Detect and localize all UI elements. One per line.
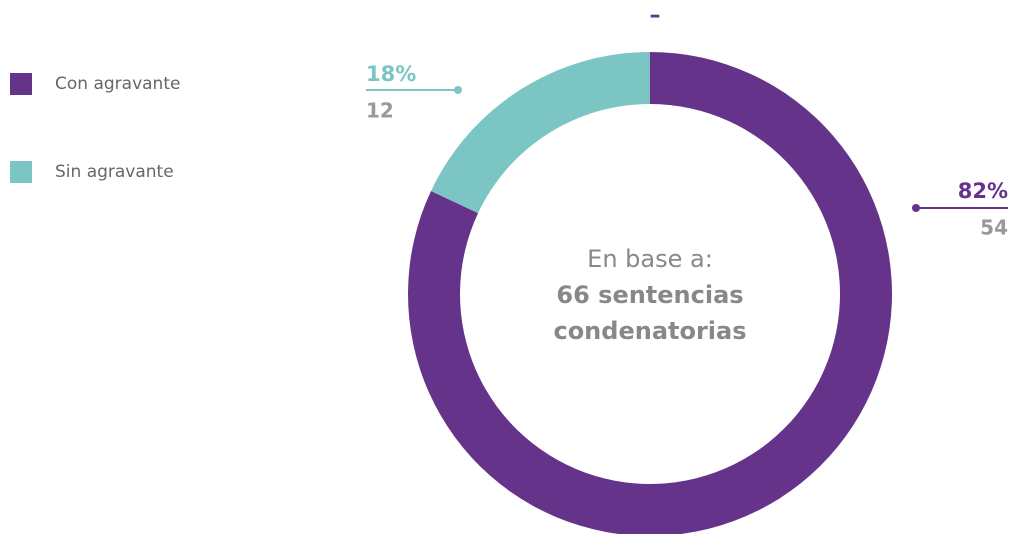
- callout-dot: [912, 204, 920, 212]
- donut-slice: [431, 52, 650, 214]
- percent-label: 18%: [366, 62, 416, 86]
- chart-title: –: [650, 3, 661, 28]
- legend-swatch: [10, 161, 32, 183]
- count-label: 54: [980, 216, 1008, 240]
- legend-label: Con agravante: [55, 74, 180, 94]
- legend-label: Sin agravante: [55, 162, 174, 182]
- legend-swatch: [10, 73, 32, 95]
- count-label: 12: [366, 99, 394, 123]
- center-text: condenatorias: [553, 317, 746, 345]
- callout-dot: [454, 86, 462, 94]
- center-text: 66 sentencias: [556, 281, 743, 309]
- center-text: En base a:: [587, 245, 713, 273]
- percent-label: 82%: [958, 179, 1008, 203]
